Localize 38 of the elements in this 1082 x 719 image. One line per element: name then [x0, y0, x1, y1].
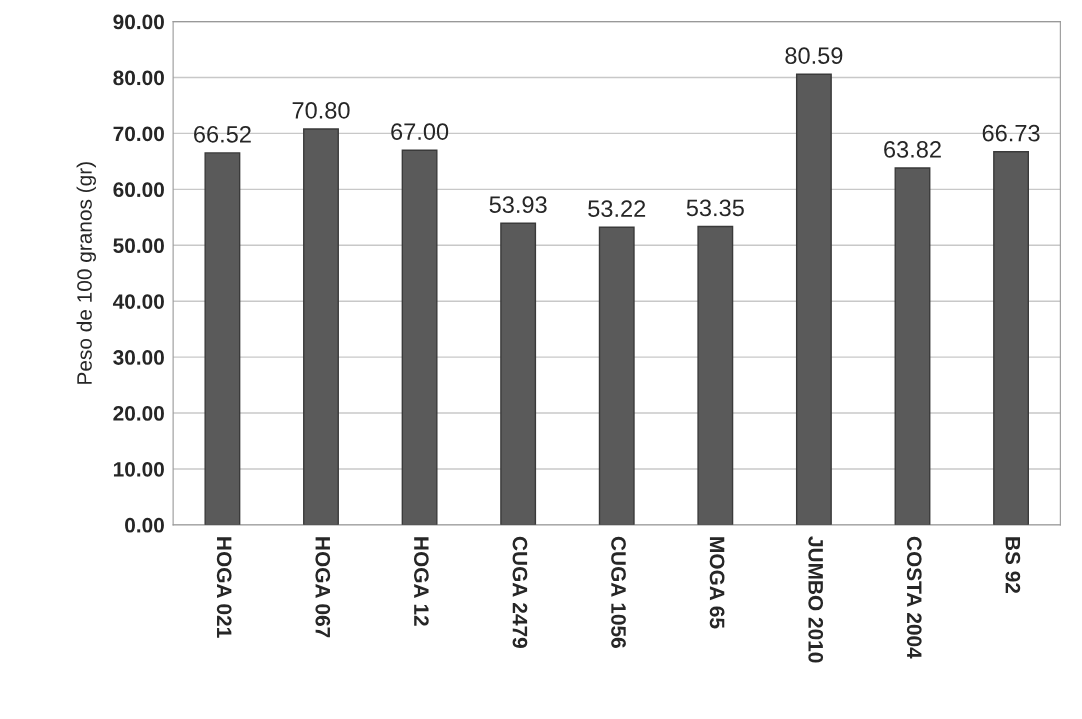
x-tick-label: COSTA 2004 — [906, 536, 922, 659]
data-label: 70.80 — [292, 102, 350, 119]
data-label: 67.00 — [391, 123, 449, 140]
x-tick-label: CUGA 1056 — [611, 536, 626, 648]
bar — [204, 152, 241, 525]
bar — [697, 225, 734, 525]
data-label: 53.22 — [588, 200, 646, 218]
data-label: 66.52 — [194, 125, 251, 143]
bar — [993, 151, 1030, 525]
bar — [500, 222, 537, 525]
bar — [598, 226, 635, 525]
y-tick-label: 80.00 — [113, 70, 164, 86]
y-tick-label: 10.00 — [113, 461, 164, 477]
y-tick-label: 0.00 — [125, 517, 164, 533]
data-label: 66.73 — [982, 124, 1040, 142]
data-label: 53.93 — [489, 196, 547, 214]
y-tick-label: 40.00 — [112, 294, 164, 309]
bar — [401, 149, 438, 525]
data-label: 53.35 — [686, 199, 744, 217]
x-tick-label: HOGA 021 — [216, 537, 232, 638]
x-tick-label: BS 92 — [1005, 537, 1021, 594]
x-tick-label: MOGA 65 — [709, 537, 725, 629]
data-label: 80.59 — [785, 47, 843, 64]
y-tick-label: 50.00 — [113, 238, 164, 254]
bar — [894, 167, 931, 525]
x-tick-label: HOGA 12 — [413, 537, 429, 626]
data-label: 63.82 — [884, 141, 941, 158]
y-tick-label: 90.00 — [113, 14, 164, 30]
y-tick-label: 20.00 — [113, 406, 164, 421]
x-tick-label: JUMBO 2010 — [808, 536, 824, 663]
y-tick-label: 70.00 — [113, 126, 164, 142]
y-axis-title: Peso de 100 granos (gr) — [76, 162, 96, 384]
bar — [303, 128, 339, 525]
y-tick-label: 30.00 — [113, 350, 164, 365]
bar — [795, 73, 832, 525]
y-tick-label: 60.00 — [113, 182, 164, 198]
x-tick-label: HOGA 067 — [315, 537, 331, 638]
x-tick-label: CUGA 2479 — [512, 536, 528, 648]
